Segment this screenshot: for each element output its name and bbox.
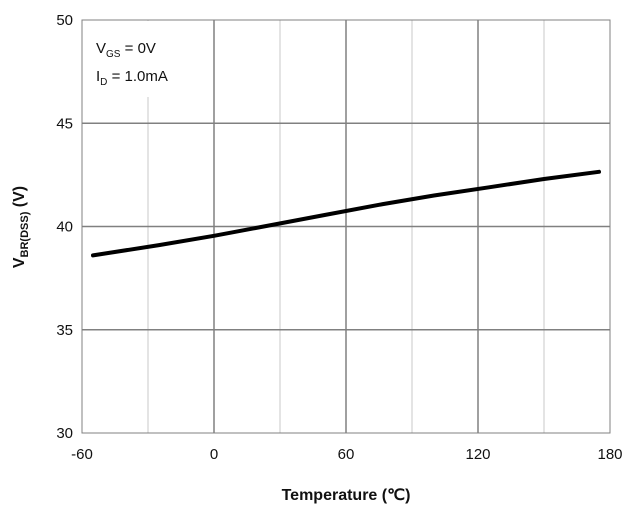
y-tick-label: 50 (56, 12, 73, 29)
plot-area-frame (81, 19, 611, 434)
y-axis-title-subscript: BR(DSS) (19, 211, 31, 257)
y-tick-label: 45 (56, 115, 73, 132)
y-tick-label: 30 (56, 425, 73, 442)
y-axis-title: VBR(DSS) (V) (11, 186, 31, 268)
x-axis-title: Temperature (℃) (282, 487, 411, 504)
x-tick-label: -60 (71, 446, 93, 463)
y-tick-label: 40 (56, 219, 73, 236)
grid-lines (82, 20, 610, 433)
condition-id-symbol: I (96, 68, 100, 85)
condition-vgs-symbol: V (96, 40, 106, 57)
condition-vgs: VGS = 0V (96, 40, 156, 60)
x-tick-label: 60 (338, 446, 355, 463)
condition-id: ID = 1.0mA (96, 68, 168, 88)
condition-id-value: = 1.0mA (107, 68, 167, 85)
condition-id-subscript: D (100, 77, 107, 88)
series-line (91, 169, 601, 258)
x-tick-label: 120 (465, 446, 490, 463)
condition-vgs-subscript: GS (106, 49, 121, 60)
y-axis-title-symbol: V (11, 257, 28, 268)
y-tick-label: 35 (56, 322, 73, 339)
y-axis-title-unit: (V) (11, 186, 28, 212)
condition-vgs-value: = 0V (120, 40, 155, 57)
x-tick-label: 0 (210, 446, 218, 463)
series-lines (91, 169, 601, 258)
conditions-box (83, 21, 211, 97)
x-tick-label: 180 (597, 446, 622, 463)
tick-labels: -60 0 60 120 180 30 35 40 45 50 (56, 12, 622, 463)
